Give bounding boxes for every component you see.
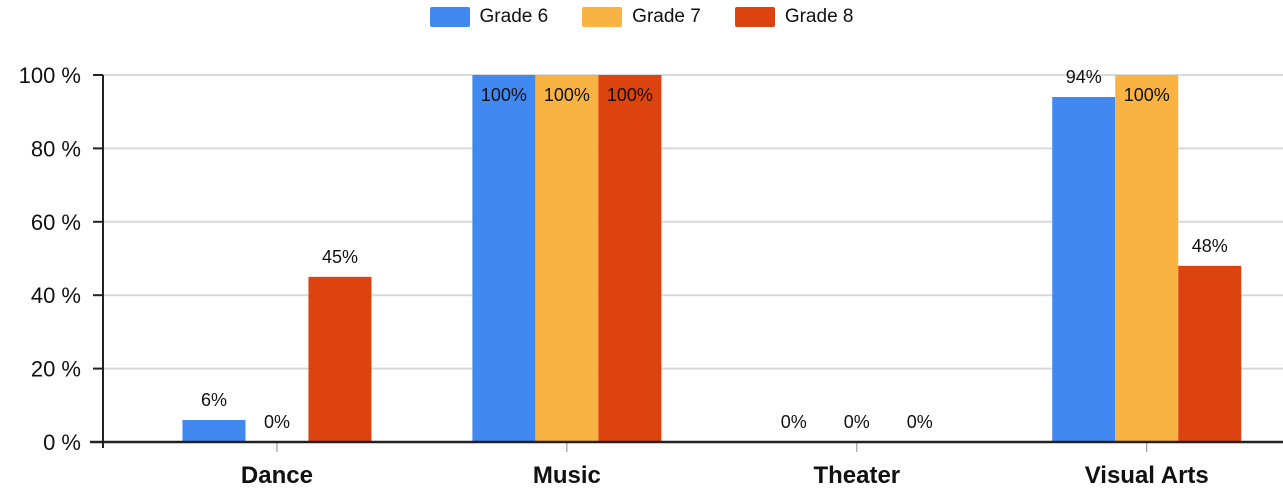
data-label: 0% <box>844 412 870 432</box>
legend-label-grade-7: Grade 7 <box>632 6 701 27</box>
y-tick-label: 80 % <box>31 136 81 161</box>
data-label: 100% <box>544 85 590 105</box>
data-label: 48% <box>1192 236 1228 256</box>
y-tick-label: 60 % <box>31 210 81 235</box>
data-label: 0% <box>264 412 290 432</box>
legend-item-grade-6[interactable]: Grade 6 <box>429 6 549 28</box>
bar-grade-6[interactable] <box>1052 97 1116 443</box>
data-label: 100% <box>607 85 653 105</box>
data-label: 100% <box>481 85 527 105</box>
data-label: 0% <box>907 412 933 432</box>
category-label: Visual Arts <box>1085 462 1209 489</box>
bar-grade-7[interactable] <box>535 75 599 442</box>
data-label: 45% <box>322 247 358 267</box>
bar-grade-8[interactable] <box>308 276 372 442</box>
y-tick-label: 20 % <box>31 357 81 382</box>
legend-item-grade-8[interactable]: Grade 8 <box>734 6 854 28</box>
category-label: Theater <box>813 462 900 489</box>
bar-grade-7[interactable] <box>1115 75 1179 442</box>
legend: Grade 6 Grade 7 Grade 8 <box>0 6 1283 28</box>
legend-swatch-grade-8 <box>734 7 775 27</box>
bar-grade-8[interactable] <box>1178 265 1242 442</box>
category-label: Dance <box>241 462 313 489</box>
bar-grade-6[interactable] <box>472 75 536 442</box>
legend-label-grade-8: Grade 8 <box>784 6 854 27</box>
bar-grade-8[interactable] <box>598 75 662 442</box>
data-label: 100% <box>1124 85 1170 105</box>
category-label: Music <box>533 462 601 489</box>
legend-swatch-grade-6 <box>429 7 470 27</box>
data-label: 94% <box>1066 67 1102 87</box>
legend-item-grade-7[interactable]: Grade 7 <box>582 6 701 28</box>
legend-label-grade-6: Grade 6 <box>479 6 549 27</box>
y-tick-label: 100 % <box>19 63 81 88</box>
data-label: 0% <box>781 412 807 432</box>
legend-swatch-grade-7 <box>582 7 623 27</box>
data-label: 6% <box>201 390 227 410</box>
y-tick-label: 0 % <box>43 430 81 455</box>
y-tick-label: 40 % <box>31 283 81 308</box>
bar-grade-6[interactable] <box>182 419 246 442</box>
